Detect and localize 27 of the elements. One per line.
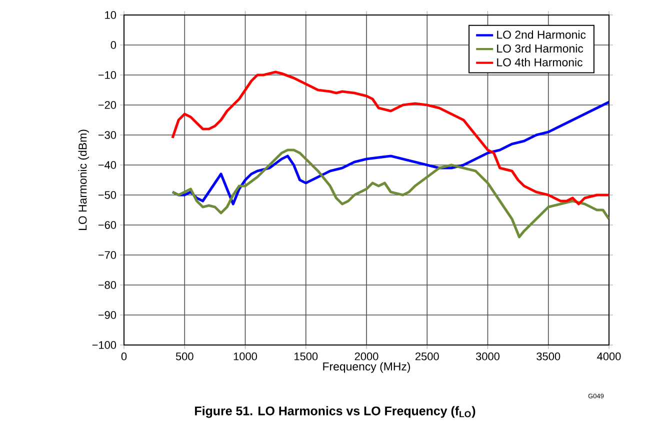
x-tick-label: 2000: [354, 352, 378, 360]
x-tick-label: 4000: [597, 352, 621, 360]
y-tick-label: −60: [98, 221, 116, 229]
legend-label: LO 3rd Harmonic: [497, 44, 584, 53]
y-tick-label: 0: [110, 41, 116, 49]
x-axis-title: Frequency (MHz): [323, 362, 410, 373]
legend-label: LO 4th Harmonic: [497, 58, 582, 66]
x-tick-label: 1000: [234, 352, 257, 360]
y-tick-label: −100: [92, 341, 116, 349]
y-tick-label: 10: [105, 11, 116, 19]
x-tick-label: 3500: [536, 352, 560, 360]
y-tick-label: −80: [98, 281, 116, 289]
y-tick-label: −20: [98, 101, 116, 109]
y-tick-label: −40: [98, 161, 116, 169]
x-tick-label: 1500: [294, 352, 318, 360]
y-tick-label: −70: [98, 251, 116, 259]
x-tick-label: 3000: [476, 352, 500, 360]
y-tick-label: −90: [98, 311, 116, 319]
legend-label: LO 2nd Harmonic: [497, 30, 586, 39]
y-tick-label: −30: [98, 131, 116, 139]
x-tick-label: 500: [176, 352, 194, 360]
x-tick-label: 0: [121, 352, 127, 360]
y-axis-title: LO Harmonic (dBm): [78, 130, 89, 230]
y-tick-label: −50: [98, 191, 116, 199]
y-tick-label: −10: [98, 71, 116, 79]
x-tick-label: 2500: [415, 352, 439, 360]
chart-title: Figure 51. LO Harmonics vs LO Frequency (f$_{LO}$): [195, 406, 476, 418]
